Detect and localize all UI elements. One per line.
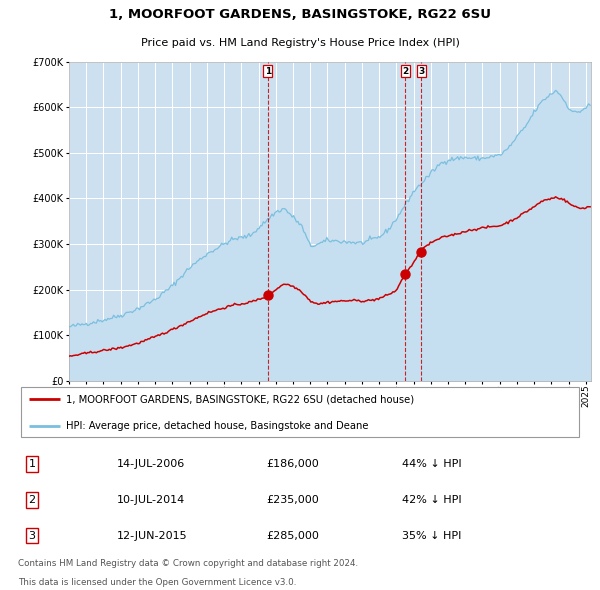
Text: 14-JUL-2006: 14-JUL-2006 [116, 459, 185, 469]
Text: This data is licensed under the Open Government Licence v3.0.: This data is licensed under the Open Gov… [18, 578, 296, 586]
Text: HPI: Average price, detached house, Basingstoke and Deane: HPI: Average price, detached house, Basi… [66, 421, 368, 431]
Text: £235,000: £235,000 [266, 495, 319, 504]
FancyBboxPatch shape [21, 387, 579, 437]
Text: 1, MOORFOOT GARDENS, BASINGSTOKE, RG22 6SU: 1, MOORFOOT GARDENS, BASINGSTOKE, RG22 6… [109, 8, 491, 21]
Text: 44% ↓ HPI: 44% ↓ HPI [401, 459, 461, 469]
Text: £186,000: £186,000 [266, 459, 319, 469]
Text: 1: 1 [265, 67, 271, 76]
Text: 3: 3 [29, 530, 35, 540]
Text: 42% ↓ HPI: 42% ↓ HPI [401, 495, 461, 504]
Text: 1: 1 [29, 459, 35, 469]
Text: 10-JUL-2014: 10-JUL-2014 [116, 495, 185, 504]
Text: 1, MOORFOOT GARDENS, BASINGSTOKE, RG22 6SU (detached house): 1, MOORFOOT GARDENS, BASINGSTOKE, RG22 6… [66, 395, 414, 405]
Text: 2: 2 [29, 495, 35, 504]
Text: £285,000: £285,000 [266, 530, 319, 540]
Text: Contains HM Land Registry data © Crown copyright and database right 2024.: Contains HM Land Registry data © Crown c… [18, 559, 358, 568]
Text: 3: 3 [418, 67, 424, 76]
Text: 35% ↓ HPI: 35% ↓ HPI [401, 530, 461, 540]
Text: 12-JUN-2015: 12-JUN-2015 [116, 530, 187, 540]
Text: Price paid vs. HM Land Registry's House Price Index (HPI): Price paid vs. HM Land Registry's House … [140, 38, 460, 48]
Text: 2: 2 [402, 67, 409, 76]
